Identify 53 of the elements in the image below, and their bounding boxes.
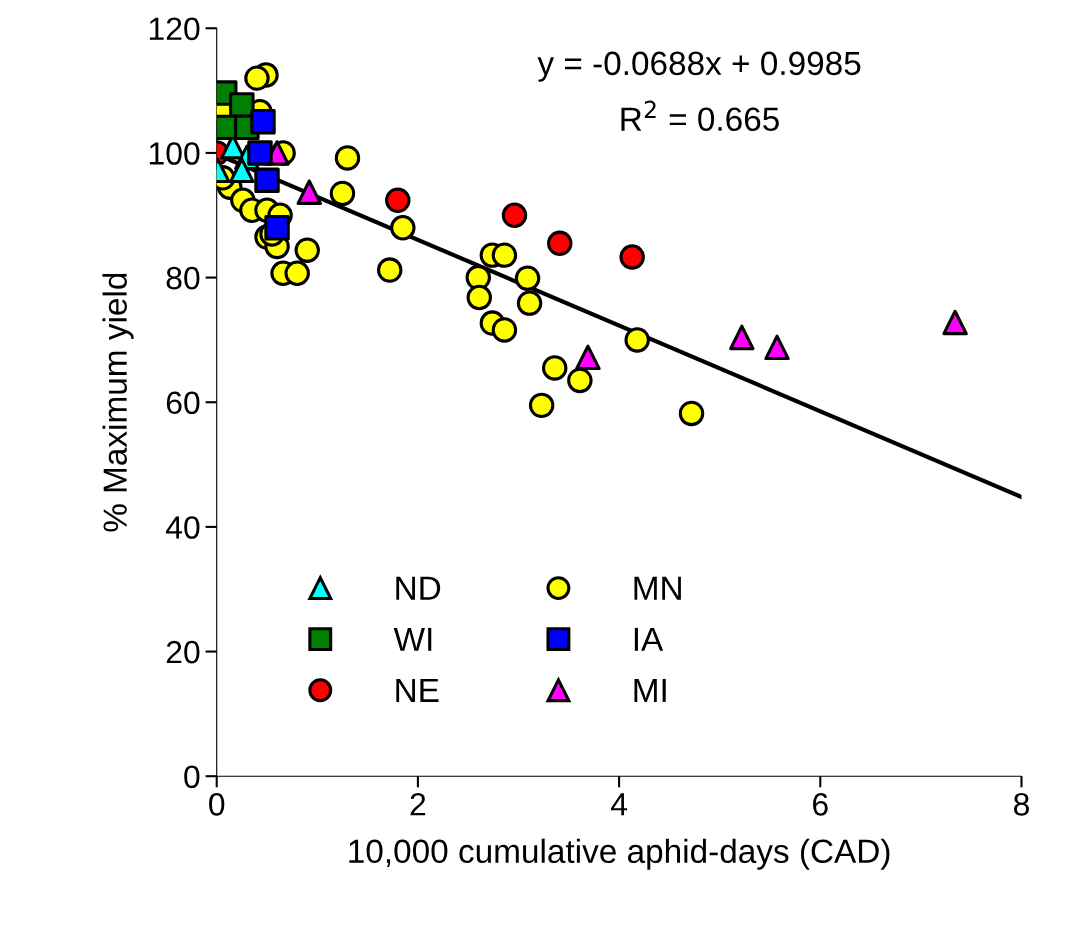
point (329, 180, 356, 207)
y-tick-label: 120 (149, 17, 200, 41)
x-tick-label: 0 (209, 793, 225, 816)
point (619, 244, 645, 270)
point (514, 265, 541, 291)
x-tick-label: 4 (610, 793, 628, 816)
point (547, 230, 573, 257)
legend-label: MN (634, 576, 681, 600)
y-tick-label: 60 (166, 391, 200, 415)
point (466, 284, 492, 311)
legend-label: IA (634, 627, 664, 651)
point (334, 145, 361, 171)
point (294, 237, 320, 263)
y-axis-title: % Maximum yield (102, 273, 134, 532)
y-tick-label: 20 (166, 640, 200, 664)
point (678, 400, 705, 427)
legend-label: WI (393, 627, 432, 651)
point (764, 334, 790, 361)
point (516, 290, 543, 316)
point (729, 324, 755, 351)
point (254, 167, 280, 194)
point (385, 187, 411, 214)
point (390, 214, 416, 241)
x-tick-label: 8 (1013, 793, 1029, 816)
point (942, 309, 968, 336)
x-tick-label: 6 (813, 793, 828, 816)
point (264, 214, 290, 241)
legend-label: MI (634, 678, 666, 702)
y-tick-label: 100 (149, 142, 200, 165)
y-tick-label: 80 (166, 266, 200, 290)
point (567, 367, 593, 394)
point (624, 327, 650, 353)
x-axis-title: 10,000 cumulative aphid-days (CAD) (349, 838, 890, 870)
point (296, 179, 322, 205)
point (247, 140, 273, 166)
annotation: y = -0.0688x + 0.9985 (537, 51, 861, 82)
legend-label: ND (396, 576, 441, 600)
point (229, 157, 255, 184)
x-tick-label: 2 (410, 793, 426, 816)
point (541, 355, 568, 381)
point (250, 109, 276, 135)
legend-label: NE (396, 678, 439, 702)
point (575, 344, 601, 371)
point (244, 65, 270, 91)
y-tick-label: 0 (184, 765, 200, 789)
annotation: R$^{2}$ = 0.665 (621, 100, 779, 132)
point (501, 202, 528, 228)
point (491, 317, 518, 343)
point (528, 392, 555, 419)
point (377, 257, 403, 283)
y-tick-label: 40 (165, 516, 200, 539)
point (284, 260, 310, 286)
point (491, 242, 518, 268)
